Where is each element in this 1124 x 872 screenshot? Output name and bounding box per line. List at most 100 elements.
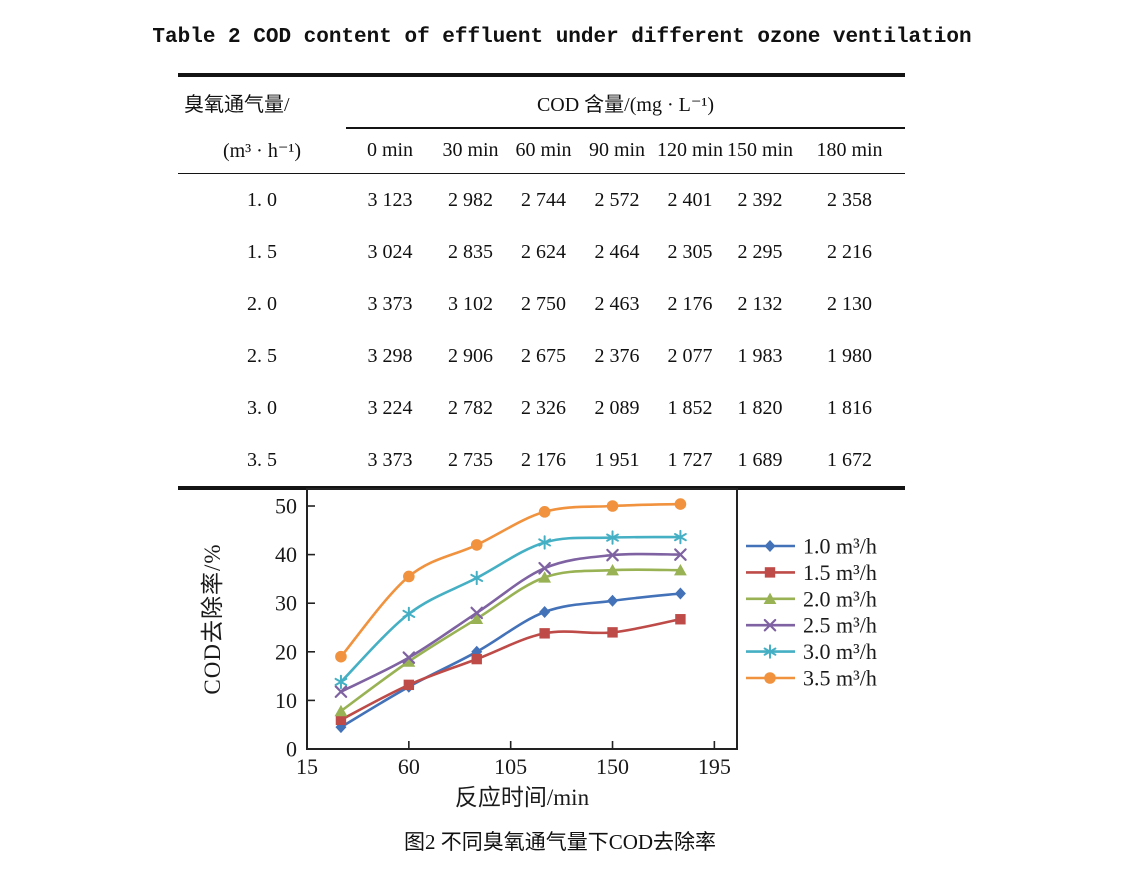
y-tick-label: 50	[275, 494, 297, 519]
cod-value-cell: 2 077	[667, 344, 713, 367]
cod-value-cell: 2 130	[827, 292, 872, 315]
data-table: 臭氧通气量/ COD 含量/(mg · L⁻¹) (m³ · h⁻¹) 0 mi…	[178, 73, 905, 491]
circle-marker	[764, 672, 776, 684]
legend-label: 3.5 m³/h	[803, 666, 877, 691]
cod-value-cell: 2 750	[521, 292, 566, 315]
cod-value-cell: 2 305	[667, 240, 713, 263]
series-line	[340, 535, 681, 683]
cod-value-cell: 2 624	[521, 240, 566, 263]
series-line	[339, 502, 681, 658]
triangle-marker	[334, 704, 348, 717]
square-marker	[335, 714, 347, 726]
x-axis-title: 反应时间/min	[455, 785, 590, 810]
cod-value-cell: 2 176	[521, 448, 566, 471]
cod-value-cell: 2 572	[594, 188, 640, 211]
cod-value-cell: 2 675	[521, 344, 566, 367]
cod-value-cell: 2 464	[594, 240, 640, 263]
table-row: 2. 0 3 373 3 102 2 750 2 463 2 176 2 132 2 130	[178, 278, 905, 330]
legend-label: 2.5 m³/h	[803, 613, 877, 638]
series-line	[340, 568, 681, 713]
time-header: 30 min	[442, 139, 499, 162]
cod-value-cell: 3 224	[367, 396, 413, 419]
triangle-marker	[470, 612, 484, 624]
table-top-rule	[178, 73, 905, 77]
cod-value-cell: 1 816	[827, 396, 872, 419]
flow-cell: 3. 0	[247, 396, 277, 419]
x-marker	[606, 548, 619, 562]
cod-value-cell: 2 982	[448, 188, 493, 211]
chart-series	[334, 498, 687, 734]
x-marker	[763, 618, 777, 632]
circle-marker	[674, 498, 687, 510]
y-tick-label: 40	[275, 542, 297, 567]
cod-value-cell: 2 176	[667, 292, 713, 315]
table-header-row-2: (m³ · h⁻¹) 0 min 30 min 60 min 90 min 120 mi…	[178, 129, 905, 173]
series-line	[340, 552, 681, 693]
cod-value-cell: 3 024	[367, 240, 413, 263]
cod-value-cell: 2 463	[594, 292, 640, 315]
x-tick-label: 60	[398, 754, 420, 779]
cod-value-cell: 3 373	[367, 448, 413, 471]
x-tick-label: 150	[596, 754, 629, 779]
cod-value-cell: 1 672	[827, 448, 872, 471]
square-marker	[403, 679, 415, 691]
cod-value-cell: 1 820	[737, 396, 783, 419]
chart-legend: 1.0 m³/h1.5 m³/h2.0 m³/h2.5 m³/h3.0 m³/h…	[746, 534, 877, 691]
circle-marker	[538, 506, 551, 518]
table-row: 3. 5 3 373 2 735 2 176 1 951 1 727 1 689 1 672	[178, 434, 905, 486]
time-header: 120 min	[656, 139, 724, 162]
legend-label: 3.0 m³/h	[803, 639, 877, 664]
col1-header-line2: (m³ · h⁻¹)	[222, 140, 302, 163]
time-header: 150 min	[726, 139, 794, 162]
cod-value-cell: 1 689	[737, 448, 783, 471]
asterisk-marker	[674, 529, 687, 545]
square-marker	[675, 614, 686, 625]
figure-caption: 图2 不同臭氧通气量下COD去除率	[403, 830, 717, 854]
square-marker	[607, 627, 618, 638]
y-axis-title: COD去除率/%	[200, 543, 225, 694]
time-header: 0 min	[366, 139, 414, 162]
legend-label: 2.0 m³/h	[803, 586, 877, 611]
diamond-marker	[607, 594, 619, 607]
x-marker	[538, 561, 551, 575]
cod-value-cell: 2 735	[448, 448, 493, 471]
table-title: Table 2 COD content of effluent under di…	[152, 26, 972, 49]
legend-label: 1.5 m³/h	[803, 560, 877, 585]
circle-marker	[606, 500, 619, 512]
series-1.5	[335, 614, 686, 726]
x-marker	[674, 548, 687, 561]
cod-value-cell: 2 376	[594, 344, 640, 367]
square-marker	[471, 653, 482, 665]
asterisk-marker	[763, 644, 777, 659]
cod-value-cell: 2 358	[827, 188, 872, 211]
cod-value-cell: 1 852	[667, 396, 713, 419]
table-row: 2. 5 3 298 2 906 2 675 2 376 2 077 1 983 1 980	[178, 330, 905, 382]
x-tick-label: 105	[494, 754, 527, 779]
legend-item: 2.0 m³/h	[746, 586, 877, 611]
cod-value-cell: 3 123	[367, 188, 413, 211]
legend-item: 1.0 m³/h	[746, 534, 877, 559]
series-3.5	[335, 498, 687, 663]
table-row: 3. 0 3 224 2 782 2 326 2 089 1 852 1 820 1 816	[178, 382, 905, 434]
legend-item: 2.5 m³/h	[746, 613, 877, 638]
cod-value-cell: 3 102	[448, 292, 493, 315]
cod-value-cell: 2 835	[448, 240, 493, 263]
cod-value-cell: 2 216	[827, 240, 872, 263]
flow-cell: 1. 5	[247, 240, 277, 263]
cod-removal-line-chart: 15 60 105 150 195 0 10 20 30 40 50 1.0 m³/h1.5 m³/…	[200, 488, 877, 810]
cod-value-cell: 2 782	[448, 396, 493, 419]
table-row: 1. 5 3 024 2 835 2 624 2 464 2 305 2 295 2 216	[178, 226, 905, 278]
cod-value-cell: 3 298	[367, 344, 413, 367]
flow-cell: 2. 0	[247, 292, 277, 315]
circle-marker	[335, 650, 347, 663]
plot-border	[306, 488, 738, 750]
plot-area: 15 60 105 150 195 0 10 20 30 40 50	[275, 488, 738, 779]
cod-value-cell: 2 326	[521, 396, 566, 419]
header-bottom-rule	[178, 172, 905, 175]
table-row: 1. 0 3 123 2 982 2 744 2 572 2 401 2 392 2 358	[178, 174, 905, 226]
asterisk-marker	[402, 606, 416, 622]
y-tick-label: 0	[286, 737, 297, 762]
legend-item: 3.0 m³/h	[746, 639, 877, 664]
